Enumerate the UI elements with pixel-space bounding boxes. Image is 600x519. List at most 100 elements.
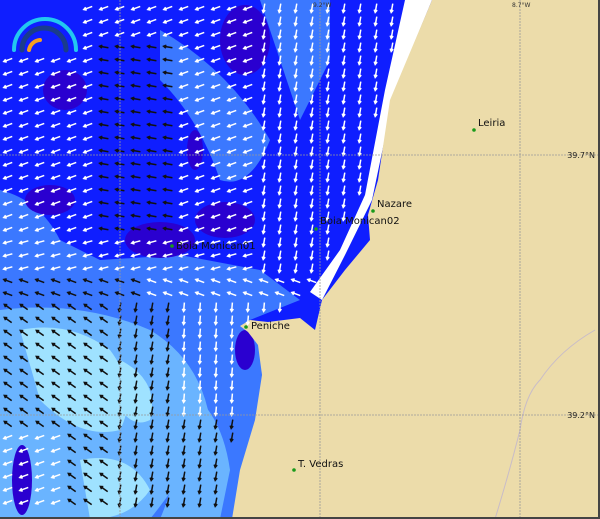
wave-direction-arrow xyxy=(82,278,93,284)
wave-direction-arrow xyxy=(2,96,13,102)
wave-direction-arrow xyxy=(98,109,109,114)
wave-direction-arrow xyxy=(133,328,138,339)
wave-direction-arrow xyxy=(226,278,237,284)
wave-direction-arrow xyxy=(34,240,45,245)
wave-direction-arrow xyxy=(2,253,13,258)
wave-direction-arrow xyxy=(242,266,253,271)
wave-direction-arrow xyxy=(178,187,189,193)
wave-direction-arrow xyxy=(18,187,29,193)
place-nazare[interactable]: Nazare xyxy=(371,199,412,213)
place-label: Nazare xyxy=(377,199,412,210)
wave-direction-arrow xyxy=(67,329,77,337)
wave-direction-arrow xyxy=(99,381,109,389)
wave-direction-arrow xyxy=(133,302,138,313)
wave-direction-arrow xyxy=(373,42,378,53)
wave-direction-arrow xyxy=(178,200,189,206)
wave-direction-arrow xyxy=(178,18,189,24)
wave-direction-arrow xyxy=(226,135,237,141)
wave-direction-arrow xyxy=(181,458,186,469)
wave-direction-arrow xyxy=(149,315,154,326)
place-dot xyxy=(371,209,375,213)
wave-direction-arrow xyxy=(210,122,221,128)
wave-direction-arrow xyxy=(197,458,202,469)
wave-direction-arrow xyxy=(99,433,109,441)
wave-direction-arrow xyxy=(98,240,109,245)
buoy-monican01[interactable]: Boia Monican01 xyxy=(170,241,256,252)
wave-direction-arrow xyxy=(2,174,13,180)
wave-direction-arrow xyxy=(18,486,29,492)
wave-direction-arrow xyxy=(149,419,154,430)
place-t-vedras[interactable]: T. Vedras xyxy=(292,459,343,472)
wave-direction-arrow xyxy=(18,57,29,63)
wave-direction-arrow xyxy=(261,224,266,235)
wave-direction-arrow xyxy=(325,237,330,248)
wave-direction-arrow xyxy=(293,159,298,170)
wave-direction-arrow xyxy=(130,96,141,101)
place-label: T. Vedras xyxy=(297,459,343,470)
wave-direction-arrow xyxy=(309,237,314,248)
wave-direction-arrow xyxy=(50,83,61,89)
wave-direction-arrow xyxy=(197,484,202,495)
wave-direction-arrow xyxy=(133,406,138,417)
wave-direction-arrow xyxy=(51,355,61,363)
wave-direction-arrow xyxy=(2,200,13,206)
wave-direction-arrow xyxy=(2,226,13,232)
wave-direction-arrow xyxy=(162,278,173,284)
wave-direction-arrow xyxy=(133,458,138,469)
wave-direction-arrow xyxy=(213,367,218,378)
wave-direction-arrow xyxy=(82,253,93,258)
wave-direction-arrow xyxy=(35,368,45,376)
wave-direction-arrow xyxy=(19,316,29,324)
wave-direction-arrow xyxy=(34,226,45,232)
wave-direction-arrow xyxy=(130,109,141,114)
wave-direction-arrow xyxy=(277,250,282,261)
wave-direction-arrow xyxy=(82,291,93,297)
wave-direction-arrow xyxy=(194,83,205,89)
wave-direction-arrow xyxy=(50,161,61,167)
lat-label: 39.2°N xyxy=(567,411,595,420)
wave-direction-arrow xyxy=(99,329,109,337)
wave-direction-arrow xyxy=(18,240,29,245)
wave-direction-arrow xyxy=(194,161,205,167)
wave-direction-arrow xyxy=(3,355,13,363)
wave-direction-arrow xyxy=(165,445,170,456)
wave-direction-arrow xyxy=(293,81,298,92)
wave-direction-arrow xyxy=(194,5,205,11)
wave-direction-arrow xyxy=(162,96,173,101)
wave-direction-arrow xyxy=(242,44,253,50)
wave-direction-arrow xyxy=(277,146,282,157)
wave-direction-arrow xyxy=(83,407,93,415)
wave-direction-arrow xyxy=(146,278,157,284)
wave-direction-arrow xyxy=(149,380,154,391)
wave-direction-arrow xyxy=(309,263,314,274)
wave-direction-arrow xyxy=(261,133,266,144)
wave-direction-arrow xyxy=(181,419,186,430)
wave-direction-arrow xyxy=(98,174,109,179)
wave-direction-arrow xyxy=(194,240,205,245)
wave-direction-arrow xyxy=(130,70,141,75)
wave-direction-arrow xyxy=(277,211,282,222)
wave-direction-arrow xyxy=(98,187,109,192)
place-leiria[interactable]: Leiria xyxy=(472,118,505,132)
wave-direction-arrow xyxy=(210,96,221,102)
wave-direction-arrow xyxy=(341,3,346,14)
wave-direction-arrow xyxy=(341,159,346,170)
wave-direction-arrow xyxy=(82,31,93,37)
place-peniche[interactable]: Peniche xyxy=(244,321,290,332)
wave-direction-arrow xyxy=(181,497,186,508)
wave-direction-arrow xyxy=(165,328,170,339)
buoy-label: Boia Monican01 xyxy=(176,241,256,252)
wave-direction-arrow xyxy=(210,200,221,206)
wave-direction-arrow xyxy=(162,266,173,271)
wave-direction-arrow xyxy=(67,342,77,350)
wave-direction-arrow xyxy=(274,291,285,297)
wave-direction-arrow xyxy=(66,213,77,219)
buoy-dot xyxy=(314,227,318,231)
wave-direction-arrow xyxy=(210,148,221,154)
buoy-monican02[interactable]: Boia Monican02 xyxy=(314,216,400,231)
wave-direction-arrow xyxy=(194,226,205,232)
wave-direction-arrow xyxy=(277,133,282,144)
wave-direction-arrow xyxy=(277,16,282,27)
